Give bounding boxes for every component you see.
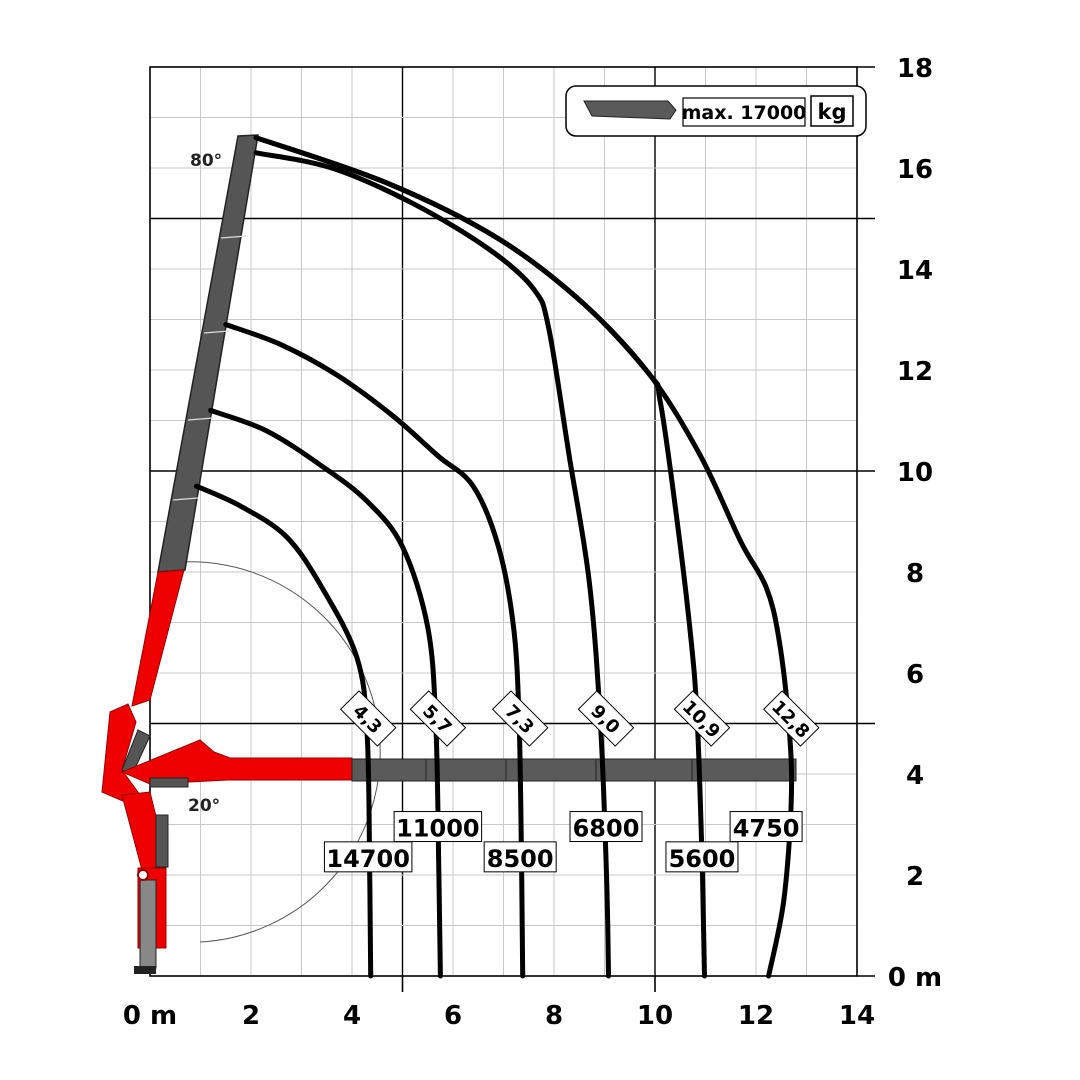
load-curve [223, 322, 526, 979]
load-curves [194, 135, 795, 979]
reach-label-box [409, 690, 467, 747]
crane-illustration [101, 134, 797, 974]
max-load-frame [682, 97, 806, 127]
jib-cylinder [149, 777, 189, 788]
load-label-box [729, 811, 803, 843]
load-label-box [483, 841, 557, 873]
y-tick-label: 2 [906, 862, 924, 892]
curve-labels: 4,3147005,7110007,385009,0680010,9560012… [323, 690, 820, 873]
legend-box: max. 17000 kg [565, 85, 867, 137]
jib-red-section [120, 739, 353, 785]
load-label: 6800 [573, 815, 640, 843]
extension-segment [351, 758, 427, 782]
load-label-box [393, 811, 483, 843]
load-curve [208, 407, 443, 979]
y-tick-label: 16 [897, 155, 933, 185]
x-tick-label: 14 [839, 1001, 875, 1031]
x-tick-label: 10 [637, 1001, 673, 1031]
load-label: 11000 [396, 815, 480, 843]
x-tick-label: 4 [343, 1001, 361, 1031]
reach-label-box [491, 690, 549, 747]
reach-label-box [577, 690, 635, 747]
reach-label-box [339, 690, 397, 747]
y-tick-label: 14 [897, 256, 933, 286]
load-label-box [569, 811, 643, 843]
load-label-box [323, 841, 413, 873]
x-tick-label: 0 m [123, 1001, 177, 1031]
extension-segment [691, 758, 797, 782]
base-foot [134, 966, 156, 974]
column-cylinder [155, 814, 169, 868]
load-label: 5600 [669, 845, 736, 873]
reach-label-group: 10,9 [673, 690, 731, 747]
boom-angle-max: 80° [190, 151, 222, 171]
x-tick-label: 2 [242, 1001, 260, 1031]
x-tick-label: 6 [444, 1001, 462, 1031]
y-tick-label: 12 [897, 357, 933, 387]
tick-labels: 0 m 2 4 6 8 10 12 14 0 m 2 4 6 8 10 12 14 16 18 [123, 54, 942, 1031]
extension-segment [595, 758, 693, 782]
unit-frame [810, 95, 854, 127]
y-tick-label: 18 [897, 54, 933, 84]
load-label: 8500 [487, 845, 554, 873]
y-tick-label: 10 [897, 458, 933, 488]
boom-main-section [131, 569, 185, 707]
max-load-text: max. 17000 [682, 102, 807, 124]
load-label: 14700 [326, 845, 410, 873]
reach-label-box [763, 690, 820, 747]
y-tick-label: 6 [906, 660, 924, 690]
reach-label-box [673, 690, 731, 747]
reach-label-group: 9,0 [577, 690, 635, 747]
y-tick-label: 8 [906, 559, 924, 589]
plot-frame [149, 66, 858, 977]
boom-lower-section [101, 703, 141, 806]
load-curve [253, 150, 611, 979]
outrigger-leg [139, 879, 157, 969]
load-curve [253, 135, 707, 979]
y-tick-label: 4 [906, 761, 924, 791]
load-label: 4750 [733, 815, 800, 843]
load-curve [253, 135, 795, 979]
x-tick-label: 8 [545, 1001, 563, 1031]
y-tick-label: 0 m [888, 963, 942, 993]
x-tick-label: 12 [738, 1001, 774, 1031]
pivot-pin [137, 869, 149, 881]
boom-angle-min: 20° [188, 796, 220, 816]
grid [149, 66, 875, 992]
boom-extensions [157, 134, 259, 573]
load-label-box [665, 841, 739, 873]
load-curve [194, 483, 374, 979]
boom-extension-joints [172, 235, 247, 501]
boom-icon [583, 100, 677, 120]
unit-text: kg [818, 100, 847, 124]
